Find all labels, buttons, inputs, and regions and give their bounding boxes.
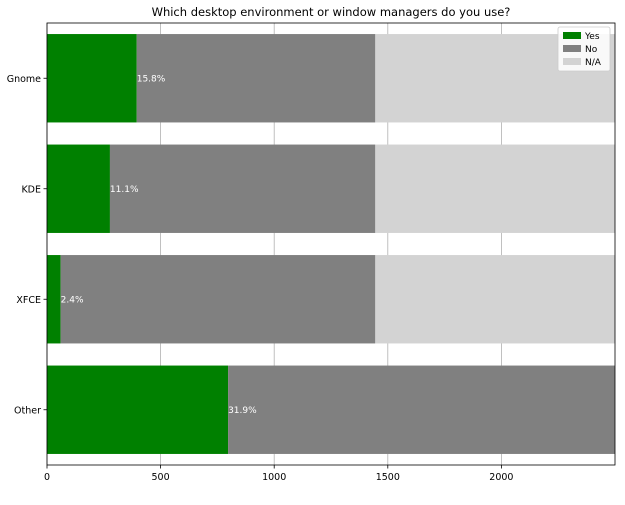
legend-label-na: N/A bbox=[585, 58, 602, 68]
y-tick-label-other: Other bbox=[14, 405, 41, 416]
x-tick-label-0: 0 bbox=[44, 472, 50, 483]
data-label-xfce: 2.4% bbox=[61, 295, 84, 305]
y-tick-label-xfce: XFCE bbox=[16, 295, 41, 306]
data-label-other: 31.9% bbox=[228, 406, 257, 416]
legend-swatch-no bbox=[563, 45, 581, 52]
data-labels: 15.8% 11.1% 2.4% 31.9% bbox=[61, 74, 257, 416]
bars bbox=[47, 34, 615, 454]
bar-gnome-no bbox=[136, 34, 376, 123]
bar-other-yes bbox=[47, 365, 229, 454]
bar-xfce-no bbox=[60, 255, 376, 344]
x-tick-label-500: 500 bbox=[152, 472, 170, 483]
x-tick-label-2000: 2000 bbox=[489, 472, 513, 483]
legend-label-yes: Yes bbox=[584, 32, 600, 42]
bar-kde-yes bbox=[47, 144, 110, 233]
data-label-gnome: 15.8% bbox=[137, 74, 166, 84]
bar-kde-no bbox=[109, 144, 376, 233]
bar-kde-na bbox=[375, 144, 615, 233]
data-label-kde: 11.1% bbox=[110, 185, 139, 195]
bar-xfce-yes bbox=[47, 255, 61, 344]
legend-label-no: No bbox=[585, 45, 598, 55]
bar-gnome-yes bbox=[47, 34, 137, 123]
axes: Gnome KDE XFCE Other 0 500 1000 1500 2000 bbox=[7, 22, 616, 483]
legend-swatch-na bbox=[563, 58, 581, 65]
plot-frame bbox=[46, 22, 616, 466]
bar-xfce-na bbox=[375, 255, 615, 344]
x-tick-label-1500: 1500 bbox=[376, 472, 400, 483]
chart-title: Which desktop environment or window mana… bbox=[152, 5, 511, 19]
y-tick-label-gnome: Gnome bbox=[7, 74, 41, 85]
bar-other-no bbox=[228, 365, 615, 454]
y-tick-label-kde: KDE bbox=[21, 184, 41, 195]
x-tick-label-1000: 1000 bbox=[262, 472, 286, 483]
legend-swatch-yes bbox=[563, 32, 581, 39]
legend: Yes No N/A bbox=[557, 26, 611, 72]
